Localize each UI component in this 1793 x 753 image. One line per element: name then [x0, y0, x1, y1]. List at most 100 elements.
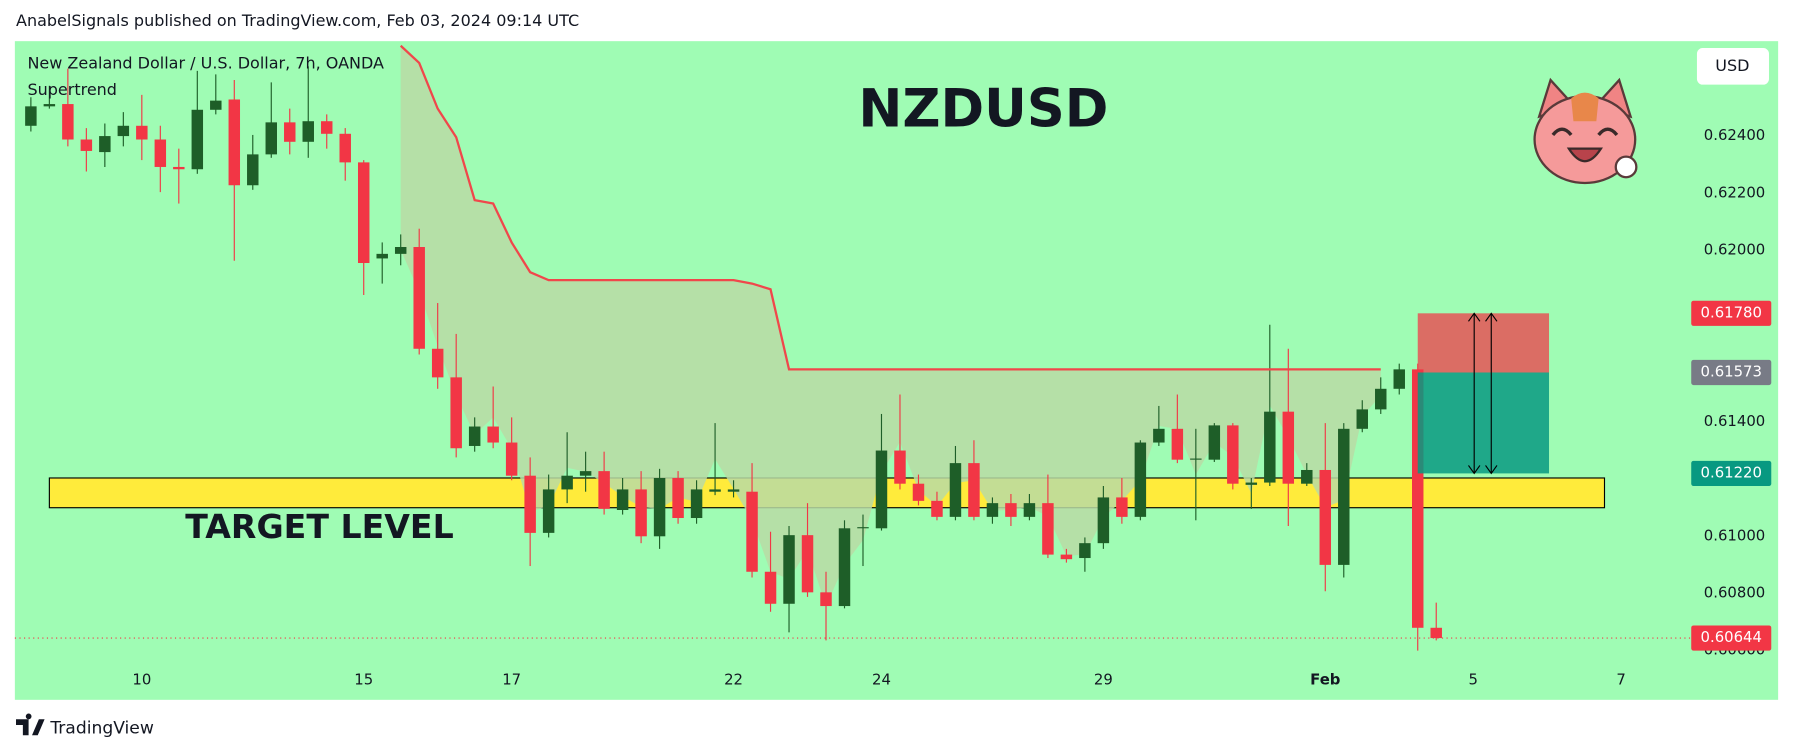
candle-body: [542, 489, 555, 533]
x-tick-label: 7: [1616, 670, 1625, 688]
candle-body: [1245, 482, 1258, 485]
indicator-legend: Supertrend: [27, 80, 117, 99]
candle-body: [191, 109, 204, 170]
candle-body: [857, 527, 869, 529]
candle-body: [635, 489, 647, 537]
candle-body: [820, 592, 832, 607]
candle-body: [468, 426, 481, 446]
candle-body: [875, 450, 888, 529]
last-price-label: 0.60644: [1701, 628, 1762, 646]
candle-body: [561, 475, 573, 490]
candle-body: [1227, 425, 1239, 484]
entry-price-label: 0.61573: [1701, 362, 1762, 380]
x-tick-label: 15: [354, 670, 373, 688]
candle-body: [136, 125, 148, 140]
candle-body: [727, 489, 740, 492]
candle-body: [1190, 458, 1202, 460]
brand-name: TradingView: [49, 718, 154, 738]
arrow-head: [1485, 465, 1498, 475]
candle-body: [450, 377, 462, 449]
publish-header: AnabelSignals published on TradingView.c…: [16, 11, 579, 30]
stop-price-label: 0.61780: [1701, 303, 1762, 321]
candle-body: [99, 136, 111, 153]
patch: [1571, 92, 1599, 122]
paw: [1614, 155, 1638, 179]
overlay: 0.606000.608000.610000.614000.620000.622…: [14, 126, 1772, 688]
candle-body: [1282, 411, 1295, 484]
candle-body: [838, 528, 851, 607]
candle-body: [949, 463, 962, 517]
entry-price-box: [1691, 359, 1772, 386]
candle-body: [302, 121, 314, 142]
brand-footer: TradingView: [16, 713, 154, 738]
candle-body: [43, 104, 56, 107]
eye: [1597, 127, 1619, 137]
candle-body: [321, 121, 333, 134]
x-tick-label: 17: [502, 670, 521, 688]
candle-body: [413, 246, 425, 349]
plot-area: [25, 44, 1606, 651]
candle-body: [690, 489, 703, 519]
candle-body: [173, 166, 185, 170]
x-tick-label: 5: [1468, 670, 1477, 688]
y-tick-label: 0.60800: [1704, 583, 1765, 601]
candle-body: [1023, 503, 1036, 517]
candle-body: [524, 475, 536, 533]
candle-body: [894, 450, 906, 484]
candle-body: [1338, 428, 1350, 565]
arrow-head: [1468, 465, 1481, 475]
currency-button[interactable]: USD: [1696, 48, 1769, 85]
candle-body: [616, 489, 629, 511]
candle-body: [783, 535, 795, 604]
candle-body: [968, 463, 980, 517]
candle-body: [1208, 425, 1221, 460]
brand-logo: [16, 713, 45, 736]
chart-title: NZDUSD: [858, 79, 1108, 140]
candle-body: [1042, 503, 1054, 555]
mouth: [1566, 147, 1603, 163]
target-zone: [1417, 372, 1550, 474]
candle-body: [1060, 554, 1073, 560]
eye: [1551, 127, 1573, 137]
currency-label[interactable]: USD: [1715, 56, 1749, 75]
candle-body: [1134, 442, 1147, 517]
y-tick-label: 0.61000: [1704, 526, 1765, 544]
candle-body: [357, 162, 370, 264]
candle-body: [1430, 627, 1442, 639]
x-tick-label: 24: [872, 670, 891, 688]
supertrend-line: [399, 44, 1381, 371]
candle-body: [672, 477, 684, 519]
arrow-head: [1468, 312, 1481, 322]
candle-body: [598, 471, 610, 509]
candle-body: [339, 133, 351, 163]
candle-body: [1097, 497, 1110, 544]
candle-body: [284, 122, 296, 142]
candle-body: [62, 104, 74, 140]
candle-body: [117, 125, 130, 137]
candle-body: [80, 139, 93, 151]
candle-body: [912, 483, 925, 501]
candle-body: [505, 442, 518, 476]
candle-body: [228, 99, 241, 186]
candle-body: [1153, 428, 1165, 443]
x-tick-label: 22: [724, 670, 743, 688]
candle-body: [986, 503, 999, 517]
candle-body: [376, 253, 388, 259]
x-tick-label: 10: [132, 670, 151, 688]
candle-body: [487, 426, 499, 443]
candle-body: [1079, 543, 1091, 559]
candle-body: [1412, 369, 1424, 628]
candle-body: [764, 571, 777, 604]
candle-body: [247, 154, 259, 186]
candle-body: [1264, 411, 1276, 483]
candle-body: [394, 246, 407, 254]
stop-price-box: [1691, 300, 1772, 326]
y-tick-label: 0.62200: [1704, 183, 1765, 201]
button-bg[interactable]: [1696, 48, 1769, 85]
y-tick-label: 0.62400: [1704, 126, 1765, 144]
candle-body: [431, 348, 444, 378]
candle-body: [210, 100, 222, 110]
x-tick-label: Feb: [1310, 670, 1340, 688]
candle-body: [653, 477, 666, 537]
